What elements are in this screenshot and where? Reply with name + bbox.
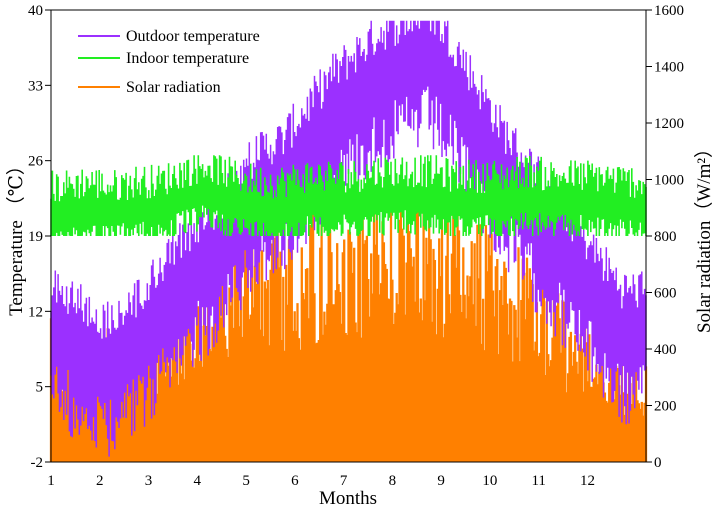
y-axis-right-label: Solar radiation（W/m²） <box>693 139 715 333</box>
y-left-tick-label: 12 <box>28 304 43 320</box>
x-tick-label: 7 <box>340 473 348 489</box>
x-tick-label: 5 <box>242 473 250 489</box>
x-tick-label: 4 <box>194 473 202 489</box>
x-tick-label: 2 <box>96 473 104 489</box>
x-tick-label: 1 <box>47 473 55 489</box>
y-left-tick-label: 26 <box>28 154 44 170</box>
legend-label: Outdoor temperature <box>126 28 260 45</box>
x-tick-label: 10 <box>482 473 497 489</box>
y-axis-left-label: Temperature （℃） <box>5 156 27 316</box>
y-right-tick-label: 0 <box>654 455 662 471</box>
y-right-tick-label: 1400 <box>654 60 684 76</box>
legend-label: Solar radiation <box>126 79 221 96</box>
x-tick-label: 6 <box>291 473 299 489</box>
legend: Outdoor temperature Indoor temperature Sol… <box>78 28 260 96</box>
x-tick-label: 11 <box>531 473 545 489</box>
y-right-tick-label: 200 <box>654 399 677 415</box>
x-tick-label: 8 <box>389 473 397 489</box>
x-tick-label: 12 <box>580 473 595 489</box>
y-left-tick-label: 19 <box>28 229 43 245</box>
axis-ticks: 40332619125-2160014001200100080060040020… <box>28 3 684 489</box>
y-right-tick-label: 1200 <box>654 116 684 132</box>
y-left-tick-label: 5 <box>36 380 44 396</box>
y-right-tick-label: 1000 <box>654 173 684 189</box>
y-right-tick-label: 1600 <box>654 3 684 19</box>
y-right-tick-label: 800 <box>654 229 677 245</box>
y-left-tick-label: 33 <box>28 78 43 94</box>
x-axis-label: Months <box>319 488 377 509</box>
y-left-tick-label: 40 <box>28 3 43 19</box>
x-tick-label: 9 <box>437 473 445 489</box>
x-tick-label: 3 <box>145 473 153 489</box>
y-right-tick-label: 600 <box>654 286 677 302</box>
y-left-tick-label: -2 <box>31 455 44 471</box>
legend-label: Indoor temperature <box>126 50 249 67</box>
y-right-tick-label: 400 <box>654 342 677 358</box>
